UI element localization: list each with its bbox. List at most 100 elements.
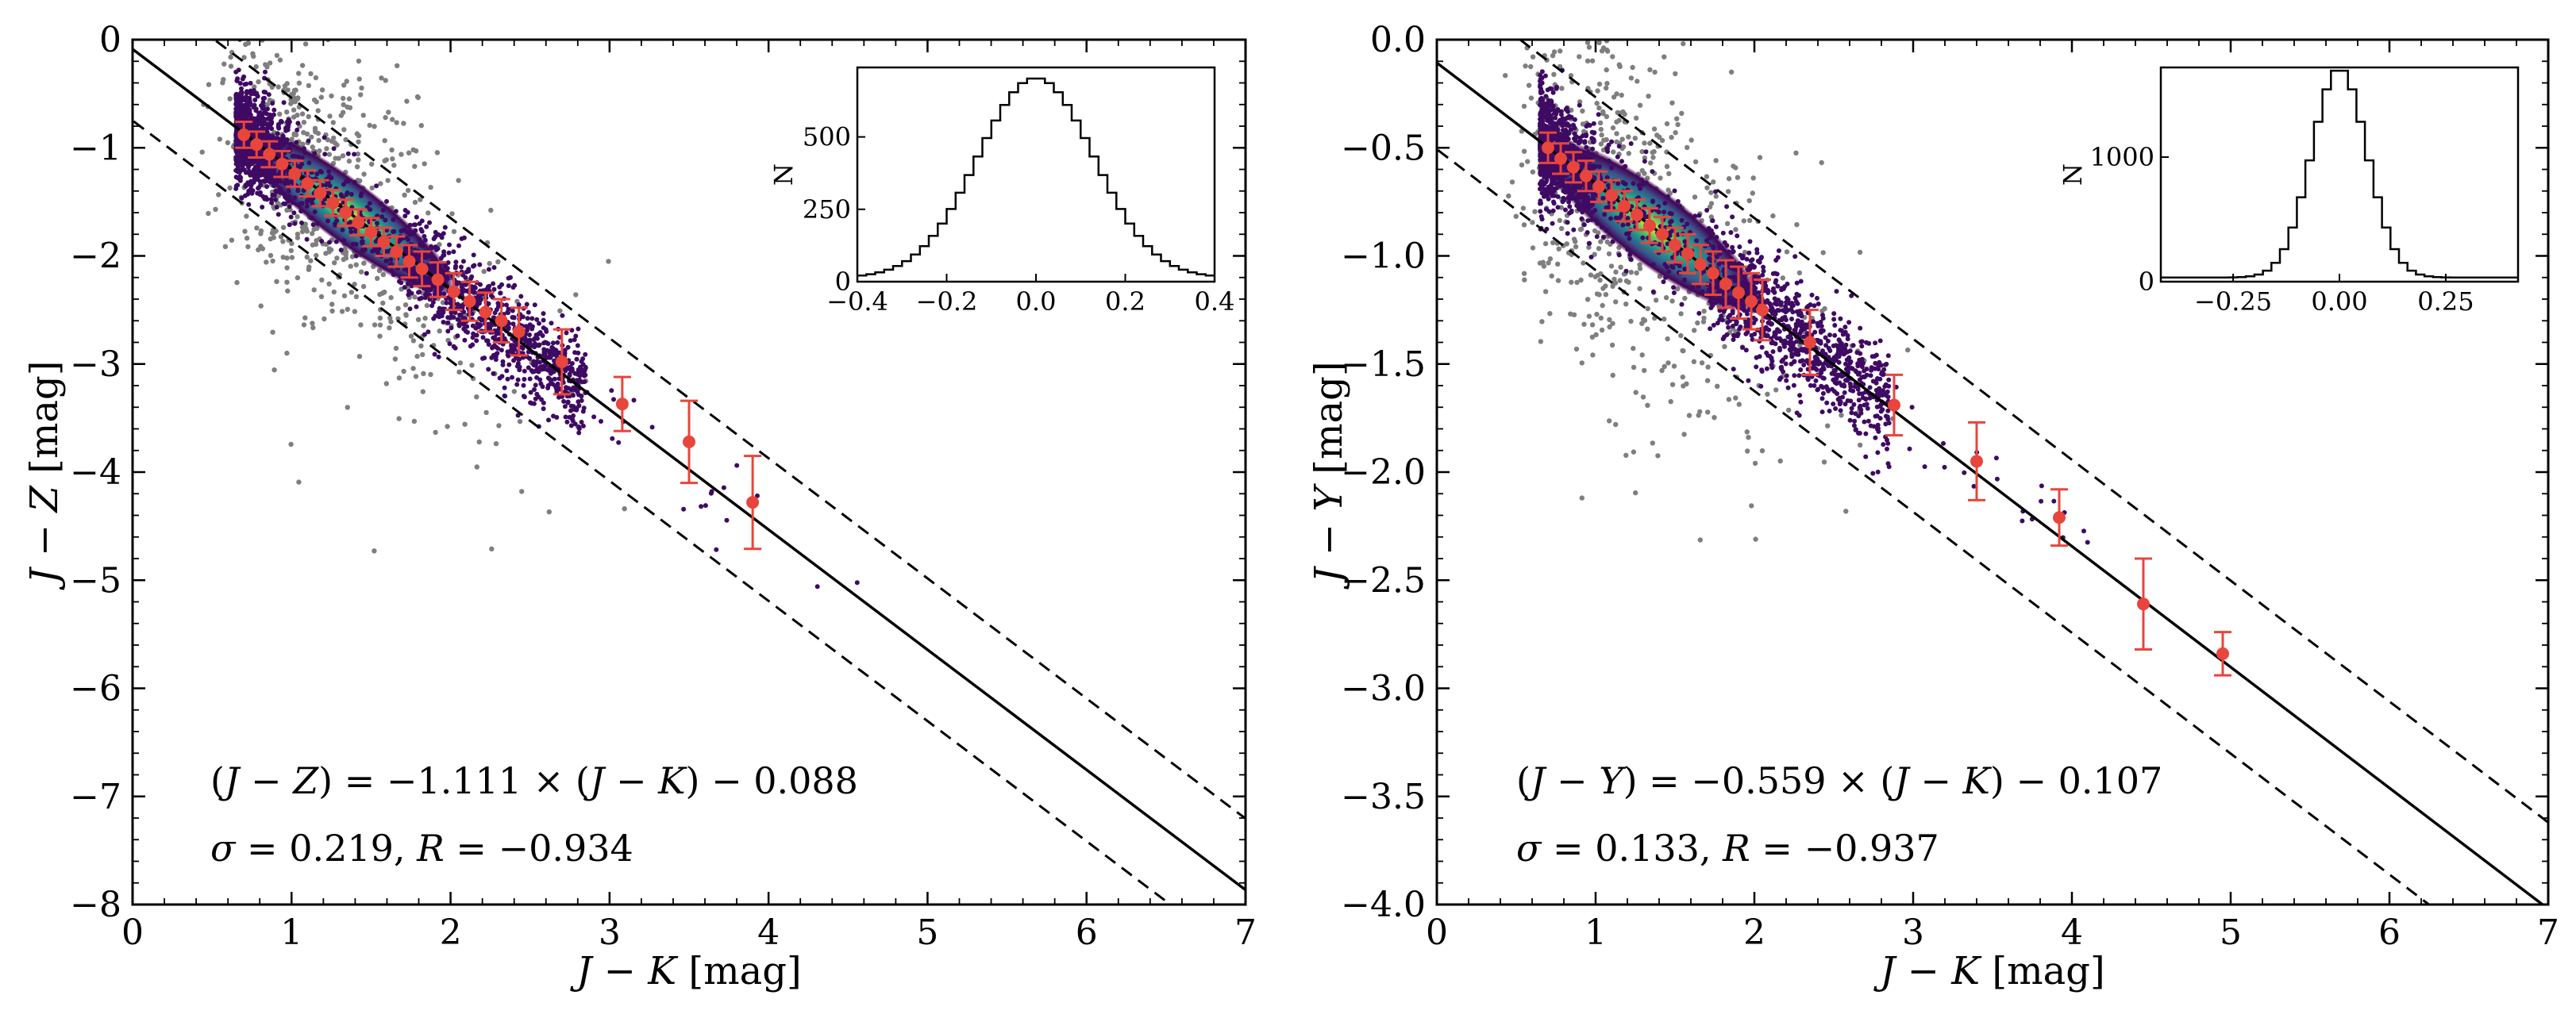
member-point: [1833, 406, 1839, 411]
member-point: [1602, 212, 1608, 217]
outlier-point: [258, 303, 264, 309]
member-point: [554, 389, 560, 394]
member-point: [268, 197, 274, 202]
outlier-point: [449, 211, 455, 217]
member-point: [295, 188, 301, 194]
outlier-point: [341, 95, 346, 102]
outlier-point: [1659, 137, 1665, 144]
outlier-point: [339, 309, 345, 314]
member-point: [537, 321, 541, 326]
member-point: [1832, 323, 1838, 328]
binned-point: [613, 375, 631, 432]
outlier-point: [1604, 48, 1611, 54]
x-tick-label: 3: [599, 912, 621, 953]
outlier-point: [348, 290, 354, 295]
member-point: [570, 368, 575, 374]
outlier-point: [1618, 264, 1623, 270]
outlier-point: [440, 300, 446, 305]
outlier-point: [1607, 418, 1612, 424]
member-point: [1640, 182, 1646, 187]
member-point: [491, 352, 496, 358]
member-point: [271, 183, 276, 189]
fit-equation: (J − Z) = −1.111 × (J − K) − 0.088: [210, 759, 858, 802]
outlier-point: [1746, 198, 1752, 204]
member-point: [1843, 361, 1848, 367]
outlier-point: [1586, 44, 1592, 50]
member-point: [262, 95, 267, 101]
outlier-point: [317, 148, 322, 154]
outlier-point: [1604, 239, 1611, 245]
outlier-point: [347, 0, 352, 2]
member-point: [1873, 435, 1878, 440]
outlier-point: [469, 363, 475, 368]
outlier-point: [291, 107, 297, 113]
axis-ticks: 0 1 2 3 4 5 6 70−1−2−3−4−5−6−7−8: [70, 20, 1257, 953]
member-point: [233, 102, 239, 108]
outlier-point: [1581, 321, 1587, 327]
member-point: [1852, 384, 1858, 390]
member-point: [1754, 364, 1759, 370]
outlier-point: [1662, 317, 1667, 322]
outlier-point: [1711, 179, 1716, 185]
member-point: [1590, 146, 1596, 152]
member-point: [533, 382, 538, 388]
outlier-point: [359, 85, 364, 91]
member-point: [312, 151, 318, 156]
x-tick-label: 7: [1234, 912, 1257, 953]
outlier-point: [1637, 286, 1642, 291]
member-point: [379, 214, 385, 220]
outlier-point: [1513, 213, 1519, 219]
outlier-point: [206, 210, 211, 217]
outlier-point: [1648, 160, 1654, 166]
member-point: [359, 190, 364, 196]
member-point: [476, 322, 482, 328]
outlier-point: [396, 375, 402, 381]
outlier-point: [1715, 383, 1720, 389]
outlier-point: [462, 421, 468, 427]
member-point: [1627, 236, 1632, 241]
member-point: [499, 348, 504, 353]
member-point: [250, 188, 256, 194]
member-point: [1783, 317, 1789, 323]
outlier-point: [1665, 336, 1670, 342]
member-point: [1724, 332, 1730, 337]
outlier-point: [267, 60, 273, 66]
member-point: [253, 116, 259, 121]
member-point: [525, 328, 529, 333]
member-point: [261, 89, 267, 94]
outlier-point: [330, 120, 336, 125]
outlier-point: [1688, 137, 1694, 143]
median-marker: [746, 496, 760, 509]
binned-point: [429, 261, 447, 298]
outlier-point: [1642, 171, 1647, 176]
outlier-point: [1631, 345, 1636, 351]
inset-y-axis-label: N: [768, 163, 799, 186]
member-point: [276, 125, 282, 131]
outlier-point: [206, 82, 212, 87]
outlier-point: [268, 9, 273, 13]
outlier-point: [345, 306, 350, 312]
member-point: [263, 179, 268, 184]
outlier-point: [622, 506, 627, 512]
member-point: [1859, 356, 1865, 362]
outlier-point: [422, 161, 427, 167]
member-point: [448, 315, 453, 321]
outlier-point: [395, 316, 401, 321]
member-point: [1615, 154, 1620, 159]
outlier-point: [216, 192, 221, 198]
outlier-point: [369, 185, 375, 191]
member-point: [1794, 410, 1800, 416]
outlier-point: [422, 315, 428, 321]
binned-point: [286, 159, 304, 188]
member-point: [1907, 446, 1912, 451]
outlier-point: [199, 149, 205, 155]
member-point: [538, 381, 544, 386]
outlier-point: [1551, 71, 1557, 78]
outlier-point: [250, 51, 256, 56]
outlier-point: [1642, 317, 1648, 324]
member-point: [1669, 218, 1674, 224]
member-point: [1600, 225, 1604, 230]
member-point: [521, 382, 526, 388]
outlier-point: [289, 240, 295, 247]
member-point: [1596, 112, 1601, 117]
